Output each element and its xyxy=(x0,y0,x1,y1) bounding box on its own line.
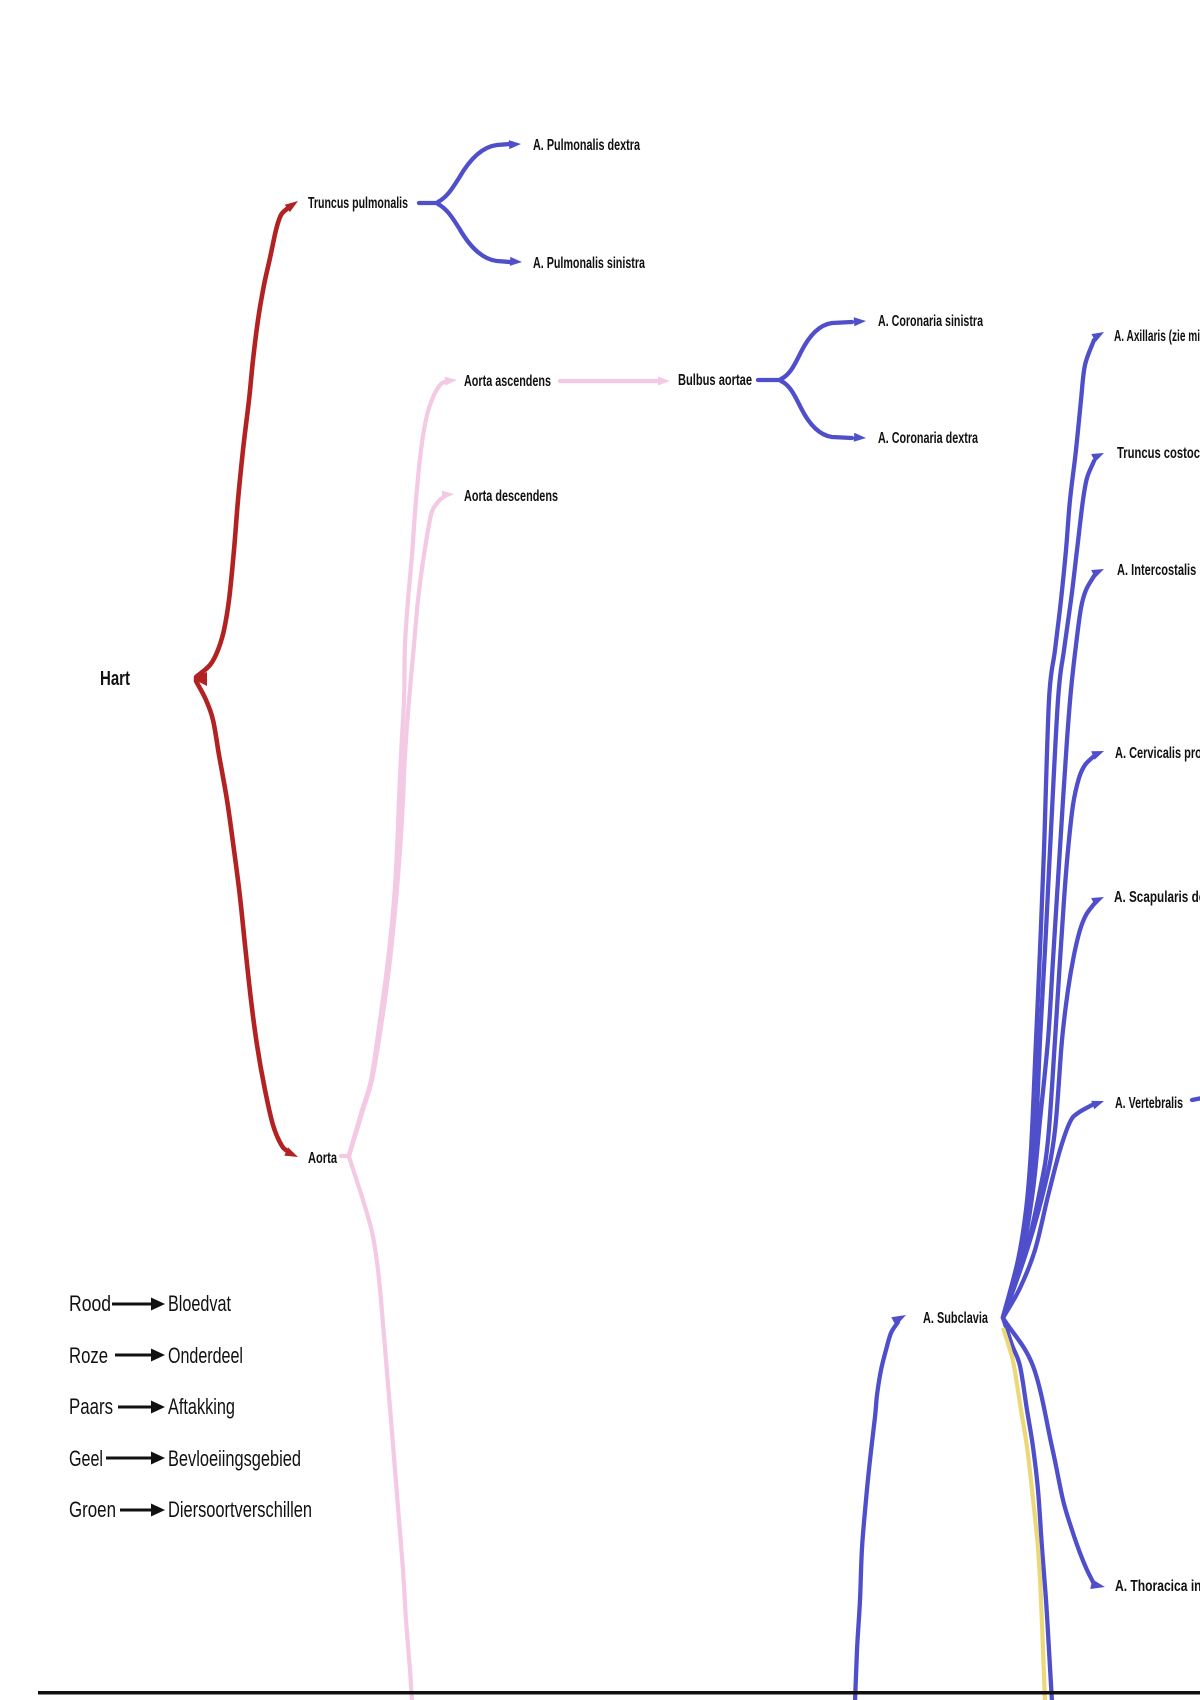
svg-text:A. Scapularis dors: A. Scapularis dors xyxy=(1114,889,1200,906)
svg-text:Roze: Roze xyxy=(69,1343,108,1368)
svg-text:A. Vertebralis: A. Vertebralis xyxy=(1115,1095,1183,1112)
svg-text:A. Subclavia: A. Subclavia xyxy=(923,1310,988,1327)
svg-text:Aorta descendens: Aorta descendens xyxy=(464,488,558,505)
svg-text:A. Cervicalis profun: A. Cervicalis profun xyxy=(1115,745,1200,762)
svg-text:Aorta: Aorta xyxy=(308,1150,337,1167)
svg-text:Truncus costocervi: Truncus costocervi xyxy=(1117,445,1200,462)
svg-text:Aorta ascendens: Aorta ascendens xyxy=(464,373,551,390)
svg-text:Bevloeiingsgebied: Bevloeiingsgebied xyxy=(168,1446,301,1471)
svg-text:Diersoortverschillen: Diersoortverschillen xyxy=(168,1497,312,1522)
svg-text:Groen: Groen xyxy=(69,1497,116,1522)
svg-text:A. Thoracica inter: A. Thoracica inter xyxy=(1115,1578,1200,1595)
svg-text:Truncus pulmonalis: Truncus pulmonalis xyxy=(308,195,408,212)
svg-text:Geel: Geel xyxy=(69,1446,103,1471)
svg-text:A. Axillaris (zie minds: A. Axillaris (zie minds xyxy=(1114,328,1200,345)
svg-text:A. Coronaria dextra: A. Coronaria dextra xyxy=(878,430,978,447)
svg-text:Onderdeel: Onderdeel xyxy=(168,1343,243,1368)
svg-text:A. Intercostalis sup: A. Intercostalis sup xyxy=(1117,562,1200,579)
svg-text:A. Pulmonalis sinistra: A. Pulmonalis sinistra xyxy=(533,255,645,272)
svg-text:Paars: Paars xyxy=(69,1394,113,1419)
svg-text:A. Coronaria sinistra: A. Coronaria sinistra xyxy=(878,313,983,330)
svg-text:Bloedvat: Bloedvat xyxy=(168,1291,231,1316)
svg-text:Hart: Hart xyxy=(100,668,130,690)
svg-text:Aftakking: Aftakking xyxy=(168,1394,235,1419)
svg-text:Bulbus aortae: Bulbus aortae xyxy=(678,372,752,389)
svg-text:Rood: Rood xyxy=(69,1291,111,1316)
svg-text:A. Pulmonalis dextra: A. Pulmonalis dextra xyxy=(533,137,640,154)
